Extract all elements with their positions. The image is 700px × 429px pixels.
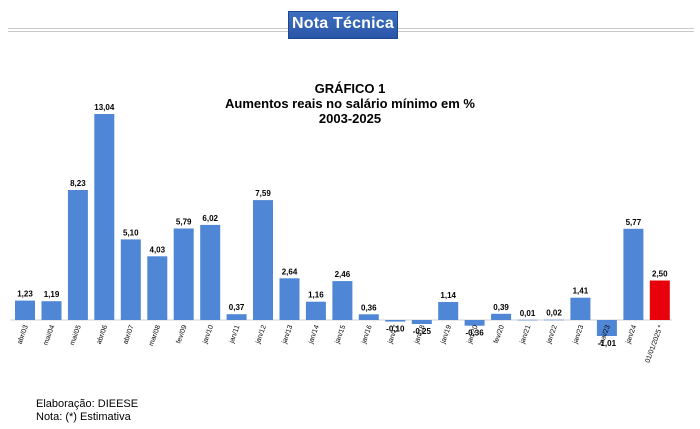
category-label-12: jan/15 <box>334 324 347 345</box>
value-label-13: 0,36 <box>361 303 377 312</box>
value-label-3: 13,04 <box>94 103 115 112</box>
value-label-10: 2,64 <box>282 267 298 276</box>
value-label-18: 0,39 <box>493 303 509 312</box>
bar-10 <box>279 278 300 320</box>
category-label-16: jan/19 <box>440 324 453 345</box>
category-label-3: abr/06 <box>96 324 109 345</box>
value-label-7: 6,02 <box>202 214 218 223</box>
bar-9 <box>253 200 273 320</box>
value-label-15: -0,25 <box>413 327 432 336</box>
value-label-16: 1,14 <box>440 291 456 300</box>
bar-8 <box>226 314 247 320</box>
category-label-23: jan/24 <box>625 324 638 345</box>
value-label-0: 1,23 <box>17 290 33 299</box>
value-label-12: 2,46 <box>335 270 351 279</box>
value-label-22: -1,01 <box>598 339 617 348</box>
bar-0 <box>15 300 35 320</box>
bar-22 <box>596 320 617 336</box>
category-label-11: jan/14 <box>307 324 320 345</box>
category-label-7: jan/10 <box>202 324 215 345</box>
value-label-6: 5,79 <box>176 218 192 227</box>
nota-tecnica-banner: Nota Técnica <box>288 11 398 39</box>
bar-12 <box>332 281 353 320</box>
bar-14 <box>385 320 406 322</box>
bar-3 <box>94 114 115 320</box>
value-label-9: 7,59 <box>255 189 271 198</box>
bar-6 <box>173 228 194 320</box>
bar-20 <box>544 319 564 321</box>
value-label-19: 0,01 <box>520 309 536 318</box>
chart-title-line2: Aumentos reais no salário mínimo em % <box>225 96 475 111</box>
bar-7 <box>200 224 221 320</box>
value-label-11: 1,16 <box>308 291 324 300</box>
category-label-10: jan/13 <box>281 324 294 345</box>
category-label-20: jan/22 <box>545 324 558 345</box>
value-label-24: 2,50 <box>652 270 668 279</box>
chart-title-line3: 2003-2025 <box>318 111 382 126</box>
bar-5 <box>147 256 168 320</box>
bar-11 <box>305 301 326 320</box>
value-label-14: -0,10 <box>386 325 405 334</box>
category-label-9: jan/12 <box>254 324 267 345</box>
value-label-2: 8,23 <box>70 179 86 188</box>
bar-17 <box>464 320 485 326</box>
category-label-24: 01/01/2025 * <box>645 324 665 364</box>
estimate-note: Nota: (*) Estimativa <box>36 411 131 423</box>
bar-18 <box>491 313 512 320</box>
bar-4 <box>120 239 141 320</box>
bar-24 <box>649 280 670 320</box>
value-label-21: 1,41 <box>573 287 589 296</box>
bar-21 <box>570 297 591 320</box>
bar-23 <box>623 228 644 320</box>
bar-15 <box>411 320 432 324</box>
bar-16 <box>438 302 459 320</box>
source-note: Elaboração: DIEESE <box>36 398 139 410</box>
category-label-1: mai/04 <box>43 324 57 346</box>
value-label-8: 0,37 <box>229 303 245 312</box>
category-label-4: abr/07 <box>122 324 135 345</box>
category-label-13: jan/16 <box>360 324 373 345</box>
value-label-1: 1,19 <box>44 290 60 299</box>
bar-2 <box>67 190 88 320</box>
chart-title-line1: GRÁFICO 1 <box>314 81 386 96</box>
category-label-0: abr/03 <box>17 324 30 345</box>
value-label-5: 4,03 <box>150 245 166 254</box>
bar-19 <box>517 319 538 321</box>
bar-1 <box>41 301 62 320</box>
category-label-21: jan/23 <box>572 324 585 345</box>
category-label-6: fev/09 <box>175 324 188 344</box>
category-label-5: mar/08 <box>148 324 162 347</box>
category-label-8: jan/11 <box>228 324 241 345</box>
bar-13 <box>358 314 379 320</box>
category-label-19: jan/21 <box>519 324 532 345</box>
value-label-23: 5,77 <box>626 218 642 227</box>
value-label-20: 0,02 <box>546 309 562 318</box>
value-label-17: -0,36 <box>465 329 484 338</box>
category-label-2: mai/05 <box>69 324 83 346</box>
banner-text: Nota Técnica <box>292 15 394 32</box>
value-label-4: 5,10 <box>123 228 139 237</box>
category-label-18: fev/20 <box>493 324 506 344</box>
